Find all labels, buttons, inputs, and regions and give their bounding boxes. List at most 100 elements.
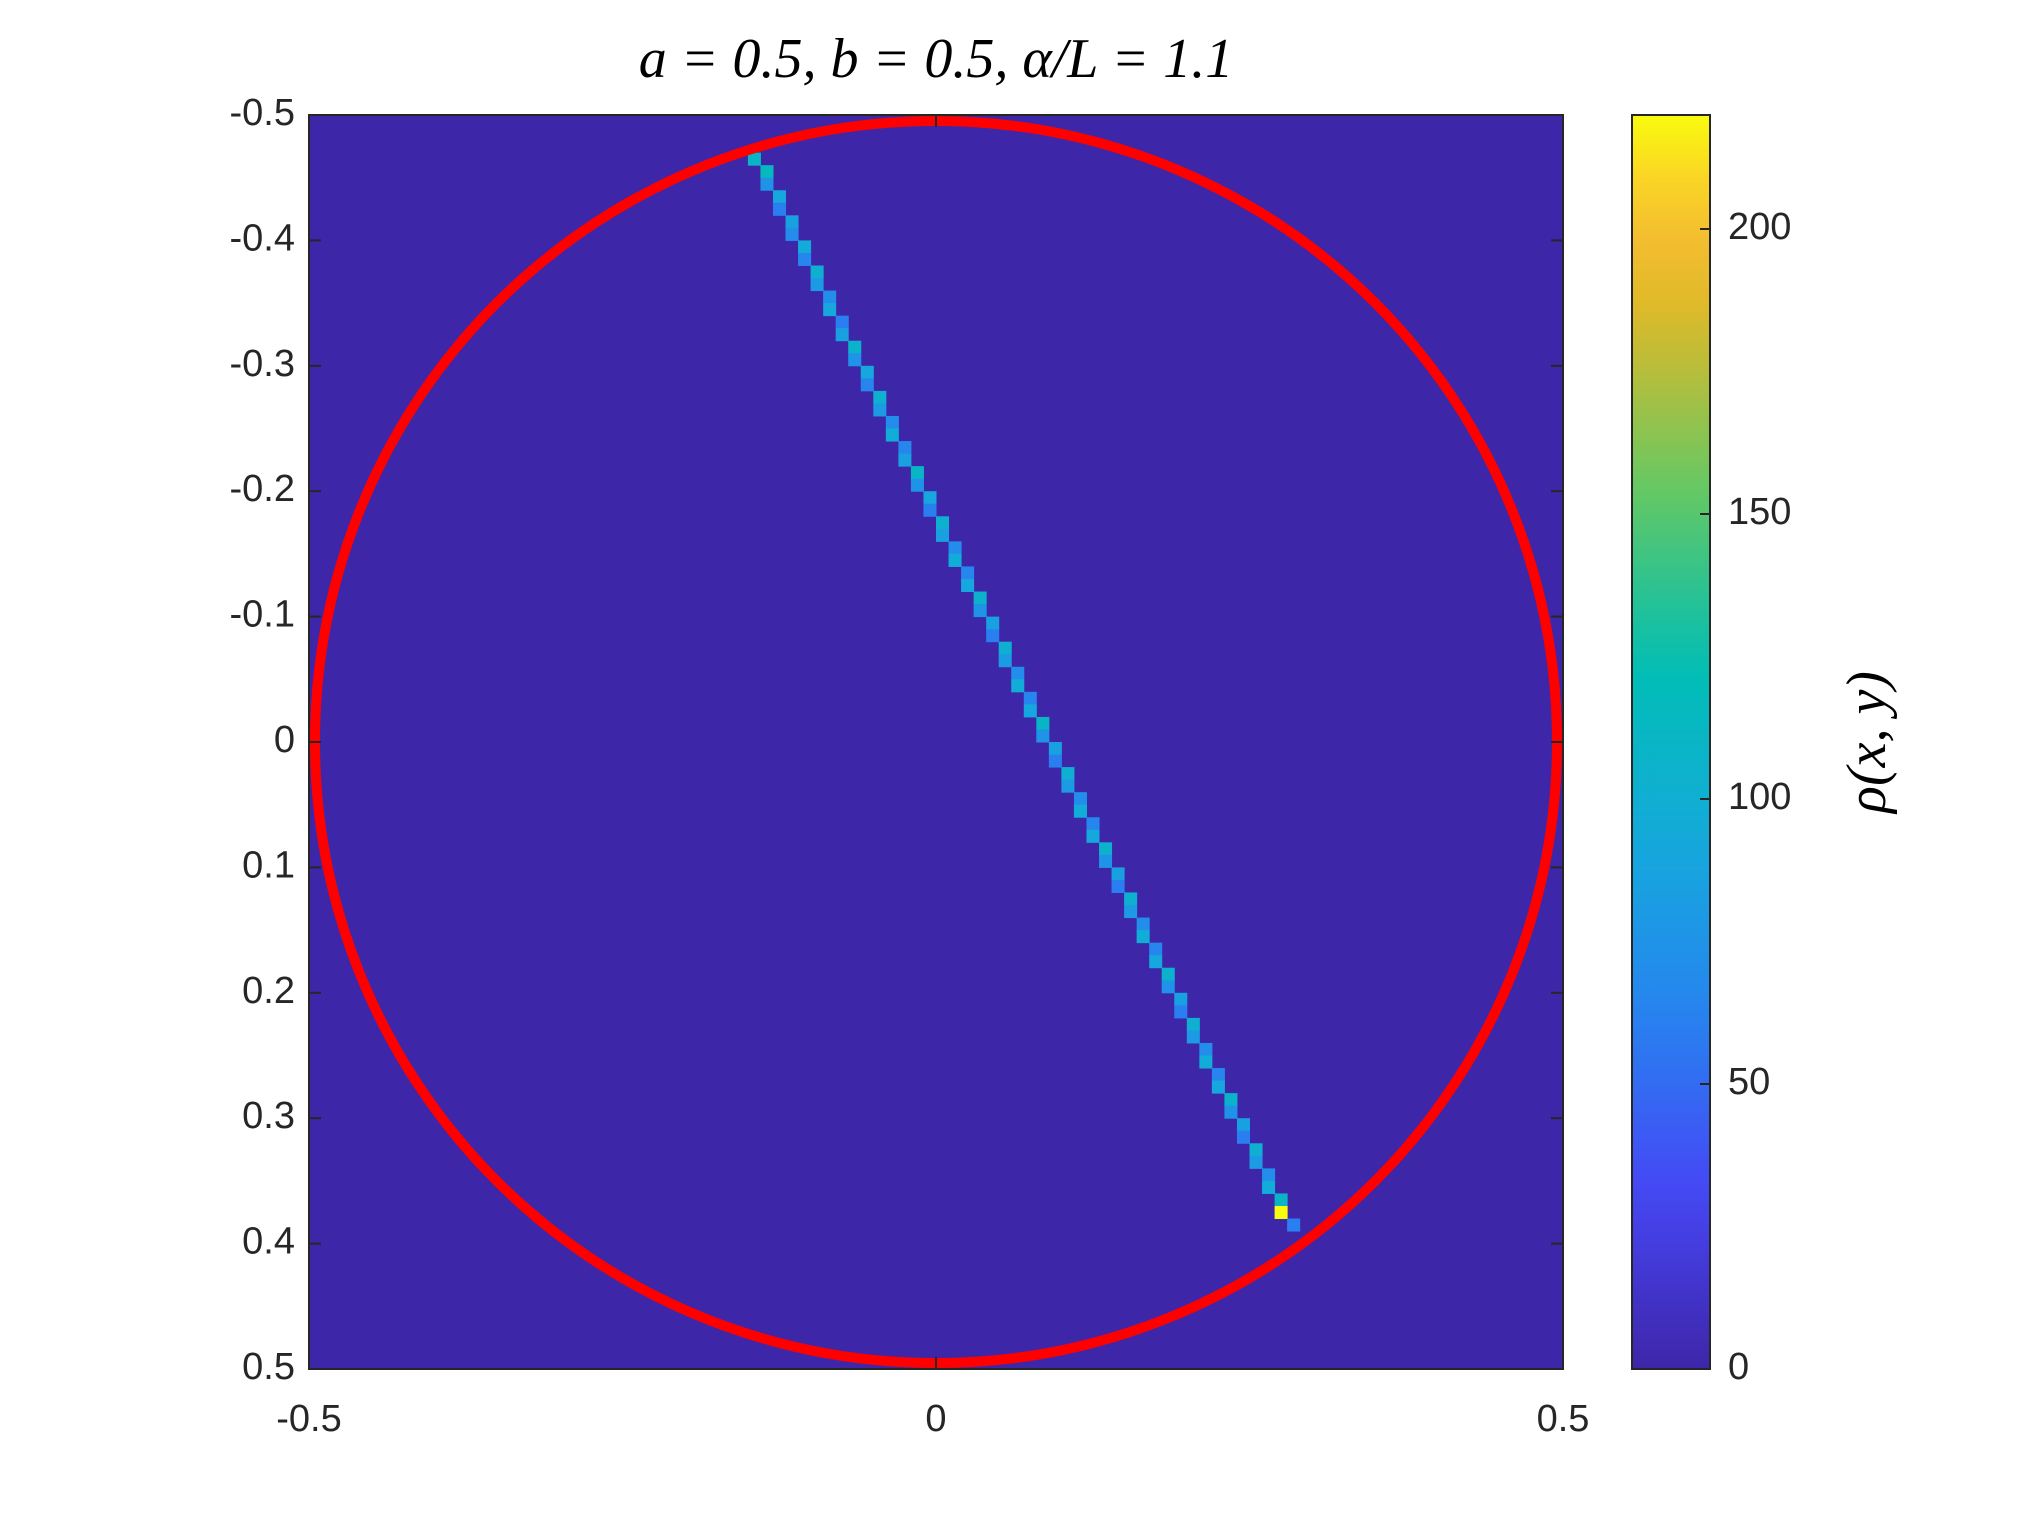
chart-title: a = 0.5, b = 0.5, α/L = 1.1 [639,28,1233,90]
heatmap-cell [923,503,937,517]
heatmap-cell [1099,842,1113,856]
heatmap-cell [1111,867,1125,881]
y-tick-label: 0.4 [242,1221,295,1263]
heatmap-cell [1036,729,1050,743]
y-tick-label: 0.3 [242,1095,295,1137]
heatmap-cell [1111,879,1125,893]
y-tick-label: -0.3 [230,343,295,385]
heatmap-cell [1199,1055,1213,1069]
colorbar-label: ρ(x, y) [1836,671,1898,815]
y-tick-label: -0.1 [230,594,295,636]
heatmap-cell [860,378,874,392]
y-tick-label: 0.1 [242,844,295,886]
y-tick-label: 0.2 [242,970,295,1012]
heatmap-cell [785,227,799,241]
heatmap-cell [1274,1193,1288,1207]
heatmap-cell [885,415,899,429]
heatmap-cell [1287,1218,1301,1232]
heatmap-cell [1274,1205,1288,1220]
heatmap-cell [798,252,812,266]
heatmap-cell [1124,892,1138,906]
heatmap-cell [835,328,849,342]
heatmap-cell [898,441,912,455]
heatmap-cell [1073,792,1087,806]
heatmap-cell [973,604,987,618]
heatmap-cell [998,641,1012,655]
heatmap-cell [961,578,975,593]
colorbar-tick-label: 0 [1728,1346,1749,1388]
y-tick-label: 0.5 [242,1346,295,1388]
heatmap-cell [1262,1180,1276,1194]
heatmap-cell [948,553,962,567]
y-tick-label: -0.2 [230,468,295,510]
heatmap-cell [1048,754,1062,768]
heatmap-cell [986,629,1000,643]
heatmap-cell [986,616,1000,630]
heatmap-cell [835,315,849,329]
colorbar-tick-label: 50 [1728,1061,1770,1103]
heatmap-cell [973,591,987,605]
heatmap-cell [860,365,874,379]
heatmap-cell [1086,829,1100,843]
heatmap-background [309,115,1563,1369]
heatmap-cell [898,453,912,467]
colorbar-tick-label: 200 [1728,206,1791,248]
heatmap-cell [936,528,950,542]
heatmap-cell [810,278,824,292]
heatmap-cell [1099,854,1113,868]
heatmap-cell [798,240,812,254]
heatmap-cell [961,566,975,580]
heatmap-cell [1048,742,1062,756]
heatmap-cell [760,177,774,191]
colorbar [1631,114,1711,1370]
heatmap-cell [747,152,761,166]
heatmap-cell [1011,666,1025,680]
heatmap-cell [1224,1093,1238,1107]
x-tick-label: 0 [925,1398,946,1440]
heatmap-cell [1023,691,1037,705]
heatmap-cell [923,491,937,505]
heatmap-cell [1174,1005,1188,1019]
heatmap-cell [1174,992,1188,1006]
heatmap-cell [1186,1017,1200,1031]
heatmap-cell [1136,930,1150,944]
heatmap-cell [1136,917,1150,931]
heatmap-cell [1149,942,1163,956]
heatmap-cell [1073,804,1087,818]
heatmap-cell [1249,1143,1263,1157]
heatmap-cell [910,478,924,492]
y-tick-label: -0.5 [230,92,295,134]
heatmap-cell [1199,1042,1213,1056]
heatmap-cell [1161,967,1175,981]
heatmap-cell [910,466,924,480]
heatmap-cell [1149,955,1163,969]
heatmap-cell [760,165,774,179]
heatmap-cell [1186,1030,1200,1044]
heatmap-cell [1124,905,1138,919]
heatmap-cell [1061,779,1075,793]
heatmap-cell [1224,1105,1238,1119]
heatmap-cell [1011,679,1025,693]
heatmap-cell [823,303,837,317]
heatmap-cell [1061,767,1075,781]
heatmap-cell [1236,1118,1250,1132]
heatmap-cell [785,215,799,229]
heatmap-cell [848,340,862,354]
x-tick-label: 0.5 [1537,1398,1590,1440]
heatmap-cell [823,290,837,304]
colorbar-tick-label: 100 [1728,776,1791,818]
y-tick-label: -0.4 [230,217,295,259]
y-tick-label: 0 [274,719,295,761]
x-tick-label: -0.5 [276,1398,341,1440]
heatmap-cell [1211,1080,1225,1094]
heatmap-cell [1211,1068,1225,1082]
heatmap-cell [1249,1155,1263,1169]
heatmap-cell [772,202,787,216]
heatmap-cell [810,265,824,279]
heatmap-cell [936,516,950,530]
heatmap-cell [885,428,899,442]
heatmap-cell [948,541,962,555]
heatmap-cell [1236,1130,1250,1144]
heatmap-cell [1086,817,1100,831]
heatmap-cell [1023,704,1037,718]
